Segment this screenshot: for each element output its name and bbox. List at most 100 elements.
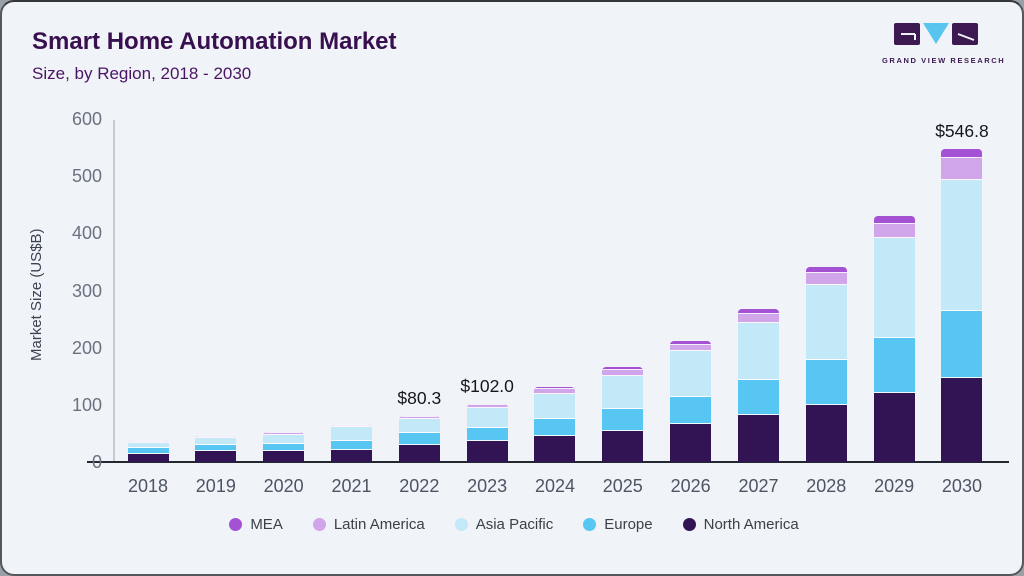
bar-segment-asia-pacific: [466, 407, 508, 428]
bar-segment-mea: [805, 267, 847, 274]
stacked-bar-2023: [466, 403, 508, 462]
legend-item-label: North America: [703, 516, 799, 533]
x-axis-line: [87, 461, 1009, 463]
bar-segment-asia-pacific: [670, 351, 712, 397]
bar-segment-europe: [534, 419, 576, 436]
bar-segment-europe: [466, 427, 508, 442]
bar-segment-latin-america: [263, 433, 305, 435]
bar-segment-mea: [873, 216, 915, 225]
bar-segment-europe: [602, 408, 644, 431]
bar-segment-mea: [737, 308, 779, 314]
gvr-logo-icon: [894, 23, 978, 45]
bar-segment-latin-america: [127, 441, 169, 443]
legend-dot-europe: [583, 518, 597, 531]
x-tick-label: 2029: [874, 476, 915, 496]
y-tick-label: 100: [71, 394, 102, 415]
legend-item-europe: Europe: [583, 516, 653, 533]
bar-segment-latin-america: [466, 404, 508, 408]
y-tick-label: 500: [71, 166, 102, 187]
bar-segment-north-america: [195, 451, 237, 462]
y-axis-line: [113, 120, 115, 463]
x-tick-label: 2026: [670, 476, 711, 496]
bar-segment-asia-pacific: [805, 284, 847, 361]
y-tick-label: 300: [71, 280, 102, 301]
bar-segment-mea: [398, 416, 440, 418]
legend-dot-latin-america: [312, 518, 326, 531]
bar-segment-mea: [941, 149, 983, 158]
bar-segment-asia-pacific: [602, 376, 644, 409]
bar-segment-north-america: [466, 441, 508, 462]
stacked-bar-2019: [195, 436, 237, 462]
legend-item-label: MEA: [250, 516, 283, 533]
bar-segment-europe: [195, 444, 237, 452]
bar-segment-mea: [534, 387, 576, 390]
bar-segment-north-america: [805, 404, 847, 462]
bar-segment-latin-america: [670, 344, 712, 352]
y-tick-label: 200: [71, 337, 102, 358]
stacked-bar-2029: [873, 216, 915, 462]
bar-segment-mea: [466, 403, 508, 405]
legend-dot-mea: [229, 518, 243, 531]
legend: MEA Latin America Asia Pacific Europe North …: [2, 516, 1024, 533]
bar-segment-asia-pacific: [398, 419, 440, 434]
bar-segment-north-america: [737, 414, 779, 462]
bar-segment-asia-pacific: [873, 238, 915, 339]
bar-segment-asia-pacific: [941, 179, 983, 312]
legend-dot-asia-pacific: [454, 518, 468, 531]
bar-segment-mea: [602, 367, 644, 370]
bar-segment-mea: [195, 436, 237, 438]
bar-segment-latin-america: [737, 313, 779, 324]
x-tick-label: 2019: [195, 476, 236, 496]
stacked-bar-2027: [737, 308, 779, 462]
bar-segment-north-america: [263, 450, 305, 462]
legend-item-label: Asia Pacific: [475, 516, 554, 533]
data-label: $80.3: [397, 388, 442, 409]
stacked-bar-2028: [805, 267, 847, 462]
bar-segment-europe: [873, 338, 915, 393]
bar-segment-asia-pacific: [330, 427, 372, 441]
data-label: $546.8: [935, 121, 989, 142]
bar-segment-north-america: [330, 449, 372, 462]
x-tick-label: 2027: [738, 476, 779, 496]
page-title: Smart Home Automation Market: [32, 28, 397, 55]
stacked-bar-2022: [398, 416, 440, 462]
legend-item-latin-america: Latin America: [312, 516, 425, 533]
x-tick-label: 2022: [399, 476, 440, 496]
y-tick-label: 0: [91, 452, 102, 472]
x-tick-label: 2018: [127, 476, 169, 496]
y-tick-label: 400: [71, 223, 102, 244]
bar-segment-asia-pacific: [195, 438, 237, 445]
bar-segment-north-america: [127, 453, 169, 462]
bar-segment-europe: [127, 447, 169, 454]
stacked-bar-2020: [263, 432, 305, 462]
legend-item-asia-pacific: Asia Pacific: [454, 516, 554, 533]
bar-segment-asia-pacific: [263, 434, 305, 444]
bar-segment-europe: [670, 396, 712, 425]
bar-segment-mea: [263, 432, 305, 434]
bar-segment-europe: [737, 380, 779, 415]
bar-segment-mea: [127, 440, 169, 442]
bar-segment-latin-america: [330, 426, 372, 428]
bar-segment-europe: [941, 311, 983, 378]
x-tick-label: 2030: [941, 476, 982, 496]
bar-segment-north-america: [670, 424, 712, 462]
legend-item-label: Latin America: [333, 516, 425, 533]
legend-item-north-america: North America: [682, 516, 799, 533]
bar-segment-asia-pacific: [534, 393, 576, 420]
bar-segment-mea: [330, 425, 372, 427]
stacked-bar-2030: [941, 149, 983, 462]
bar-segment-europe: [330, 440, 372, 450]
stacked-bar-2024: [534, 387, 576, 462]
data-label: $102.0: [460, 375, 514, 396]
bar-segment-europe: [263, 443, 305, 451]
bar-segment-latin-america: [534, 389, 576, 394]
legend-item-mea: MEA: [229, 516, 283, 533]
bar-segment-north-america: [534, 435, 576, 462]
bar-segment-north-america: [873, 392, 915, 462]
x-tick-label: 2028: [806, 476, 847, 496]
bar-segment-asia-pacific: [737, 323, 779, 381]
stacked-bar-2018: [127, 440, 169, 462]
legend-item-label: Europe: [604, 516, 653, 533]
